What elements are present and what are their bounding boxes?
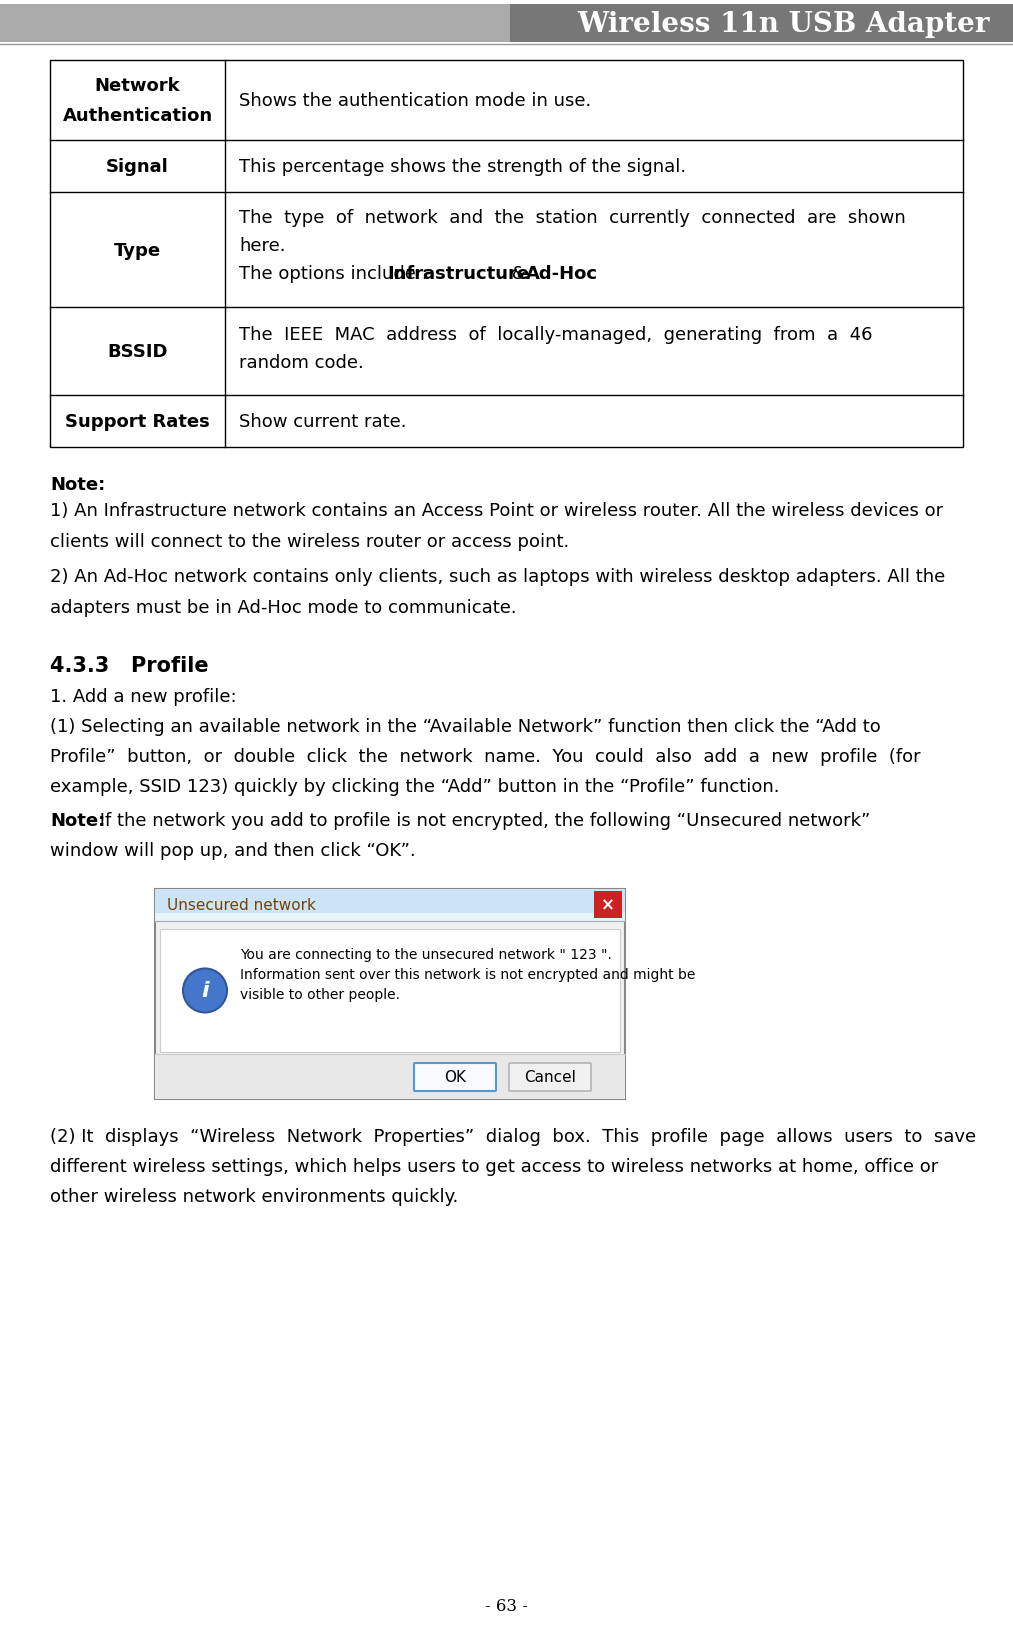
Text: BSSID: BSSID	[107, 342, 168, 360]
Text: other wireless network environments quickly.: other wireless network environments quic…	[50, 1187, 458, 1205]
Bar	[594, 892, 622, 918]
Text: ×: ×	[601, 895, 615, 913]
Text: visible to other people.: visible to other people.	[240, 988, 400, 1001]
Text: The  IEEE  MAC  address  of  locally-managed,  generating  from  a  46
random co: The IEEE MAC address of locally-managed,…	[239, 326, 872, 372]
Text: Note:: Note:	[50, 812, 105, 830]
Text: 4.3.3   Profile: 4.3.3 Profile	[50, 655, 209, 675]
FancyBboxPatch shape	[414, 1063, 496, 1092]
Text: different wireless settings, which helps users to get access to wireless network: different wireless settings, which helps…	[50, 1157, 938, 1175]
Text: This percentage shows the strength of the signal.: This percentage shows the strength of th…	[239, 158, 686, 176]
Text: &: &	[506, 264, 532, 284]
Bar	[160, 929, 620, 1053]
Text: Support Rates: Support Rates	[65, 412, 210, 430]
Circle shape	[183, 968, 227, 1012]
Text: Infrastructure: Infrastructure	[388, 264, 530, 284]
Text: Wireless 11n USB Adapter: Wireless 11n USB Adapter	[577, 10, 990, 37]
Bar	[155, 890, 625, 921]
Text: Profile”  button,  or  double  click  the  network  name.  You  could  also  add: Profile” button, or double click the net…	[50, 748, 921, 766]
Text: Note:: Note:	[50, 476, 105, 494]
Bar	[155, 890, 625, 1099]
Text: 1. Add a new profile:: 1. Add a new profile:	[50, 688, 237, 706]
Bar	[0, 5, 510, 42]
Text: 1) An Infrastructure network contains an Access Point or wireless router. All th: 1) An Infrastructure network contains an…	[50, 502, 943, 551]
Text: The  type  of  network  and  the  station  currently  connected  are  shown
here: The type of network and the station curr…	[239, 209, 906, 254]
Bar	[155, 913, 625, 921]
FancyBboxPatch shape	[509, 1063, 591, 1092]
Text: example, SSID 123) quickly by clicking the “Add” button in the “Profile” functio: example, SSID 123) quickly by clicking t…	[50, 778, 779, 795]
Text: Signal: Signal	[106, 158, 169, 176]
Text: If the network you add to profile is not encrypted, the following “Unsecured net: If the network you add to profile is not…	[94, 812, 871, 830]
Text: (2) It  displays  “Wireless  Network  Properties”  dialog  box.  This  profile  : (2) It displays “Wireless Network Proper…	[50, 1128, 977, 1146]
Text: Information sent over this network is not encrypted and might be: Information sent over this network is no…	[240, 968, 695, 981]
Text: Show current rate.: Show current rate.	[239, 412, 406, 430]
Text: Network
Authentication: Network Authentication	[63, 77, 213, 124]
Text: 2) An Ad-Hoc network contains only clients, such as laptops with wireless deskto: 2) An Ad-Hoc network contains only clien…	[50, 567, 945, 616]
Text: Unsecured network: Unsecured network	[167, 898, 316, 913]
Text: window will pop up, and then click “OK”.: window will pop up, and then click “OK”.	[50, 841, 415, 859]
Text: Ad-Hoc: Ad-Hoc	[527, 264, 599, 284]
Text: Shows the authentication mode in use.: Shows the authentication mode in use.	[239, 91, 592, 109]
Text: Cancel: Cancel	[524, 1069, 576, 1086]
Text: (1) Selecting an available network in the “Available Network” function then clic: (1) Selecting an available network in th…	[50, 717, 880, 735]
Text: - 63 -: - 63 -	[485, 1597, 528, 1614]
Bar	[510, 5, 1013, 42]
Bar	[155, 1055, 625, 1099]
Bar	[50, 60, 963, 448]
Text: OK: OK	[444, 1069, 466, 1086]
Text: You are connecting to the unsecured network " 123 ".: You are connecting to the unsecured netw…	[240, 947, 612, 962]
Text: The options include :: The options include :	[239, 264, 434, 284]
Text: i: i	[202, 981, 209, 1001]
Text: Type: Type	[113, 241, 161, 259]
